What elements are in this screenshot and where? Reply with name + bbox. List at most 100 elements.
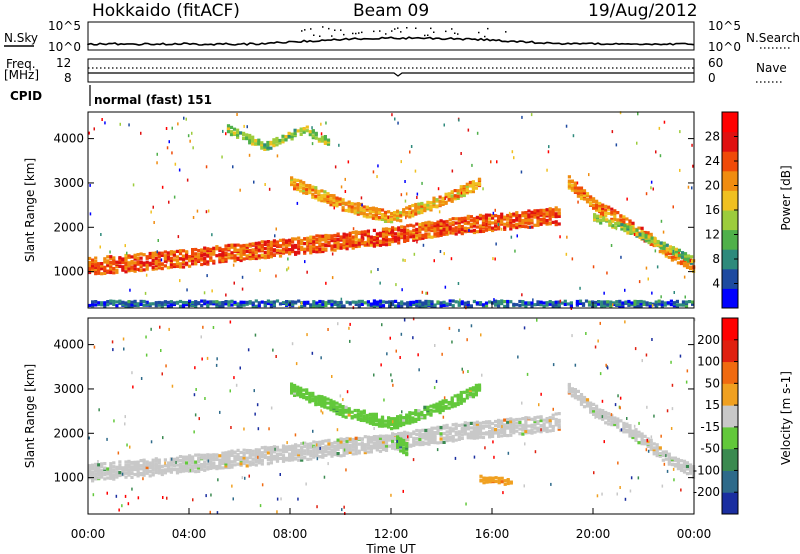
power-cell: [495, 242, 497, 246]
search-noise-dot: [397, 27, 399, 29]
power-cell: [315, 304, 319, 308]
search-noise-dot: [433, 31, 435, 33]
power-cell: [460, 225, 464, 229]
velocity-cell: [118, 460, 122, 464]
velocity-cell: [448, 435, 452, 440]
power-cell: [426, 203, 430, 207]
velocity-cell: [423, 407, 427, 411]
freq-panel: Freq. [MHz] 12 8 60 0 Nave: [4, 56, 787, 85]
power-cell: [185, 255, 189, 259]
power-cell: [285, 244, 289, 248]
power-cell: [318, 239, 322, 243]
velocity-cell: [242, 460, 246, 464]
velocity-cell: [136, 472, 140, 476]
power-cell: [663, 120, 666, 124]
power-cell: [377, 215, 382, 220]
velocity-cell: [124, 465, 128, 469]
power-cell: [633, 299, 637, 303]
power-cell: [206, 253, 210, 257]
power-cell: [139, 252, 143, 256]
power-cell: [324, 303, 328, 307]
power-cell: [297, 246, 301, 251]
power-cell: [375, 243, 379, 247]
power-cell: [345, 247, 349, 251]
velocity-cell: [551, 416, 555, 421]
velocity-cell: [371, 422, 375, 426]
velocity-cell: [300, 445, 304, 450]
power-cell: [639, 299, 643, 304]
power-cell: [351, 243, 355, 247]
velocity-cell: [439, 440, 443, 445]
velocity-cell: [123, 347, 125, 351]
power-cell: [308, 184, 312, 188]
power-cell: [263, 147, 267, 151]
velocity-cell: [148, 464, 152, 468]
velocity-cell: [94, 477, 98, 481]
velocity-cell: [457, 437, 461, 441]
velocity-cell: [351, 439, 355, 443]
velocity-cell: [235, 383, 238, 387]
power-cell: [339, 300, 343, 304]
velocity-cell: [254, 333, 257, 337]
velocity-cell: [533, 416, 537, 420]
power-cell: [668, 249, 672, 253]
velocity-cell: [118, 463, 122, 467]
velocity-cell: [248, 451, 252, 455]
power-cell: [312, 242, 316, 246]
power-cell: [251, 142, 255, 146]
velocity-cell: [374, 422, 378, 427]
velocity-cell: [351, 442, 355, 446]
power-cell: [209, 258, 213, 262]
velocity-cell: [351, 445, 355, 449]
power-cell: [592, 203, 596, 207]
velocity-cell: [640, 438, 644, 442]
power-cell: [296, 201, 299, 205]
power-cell: [178, 265, 183, 269]
velocity-cell: [229, 320, 232, 324]
power-cell: [206, 304, 210, 308]
power-cell: [381, 229, 386, 233]
velocity-cell: [254, 458, 258, 462]
velocity-cell: [384, 439, 389, 444]
velocity-cell: [345, 451, 349, 455]
velocity-cell: [221, 461, 225, 466]
power-cell: [500, 222, 504, 226]
power-cell: [545, 221, 549, 225]
power-cell: [347, 160, 350, 164]
power-cell: [638, 235, 642, 239]
velocity-cell: [188, 466, 192, 470]
power-cell: [278, 238, 283, 242]
power-cell: [323, 198, 327, 202]
power-cell: [136, 262, 140, 266]
velocity-cell: [506, 434, 510, 438]
velocity-cell: [444, 399, 448, 403]
velocity-cell: [242, 452, 246, 456]
power-colorbar-label: 24: [705, 154, 720, 168]
power-cell: [403, 230, 407, 234]
velocity-cell: [432, 409, 436, 413]
power-cell: [186, 178, 189, 182]
power-cell: [327, 234, 331, 238]
velocity-cell: [394, 441, 398, 446]
velocity-cell: [293, 393, 297, 397]
power-cell: [185, 301, 189, 305]
power-cell: [130, 261, 134, 265]
velocity-cell: [670, 463, 674, 467]
velocity-cell: [288, 452, 292, 456]
velocity-cell: [430, 429, 434, 433]
power-cell: [248, 153, 251, 157]
velocity-cell: [394, 447, 398, 451]
power-cell: [497, 217, 501, 221]
power-cell: [494, 226, 498, 230]
velocity-cell: [256, 403, 259, 407]
velocity-cell: [434, 344, 436, 347]
velocity-cell: [324, 444, 328, 448]
power-cell: [324, 237, 328, 241]
power-cell: [320, 197, 324, 201]
velocity-cell: [420, 412, 424, 417]
power-cell: [548, 302, 552, 306]
power-cell: [157, 258, 161, 262]
power-cell: [632, 228, 636, 232]
velocity-cell: [454, 438, 458, 442]
power-cell: [230, 253, 234, 257]
